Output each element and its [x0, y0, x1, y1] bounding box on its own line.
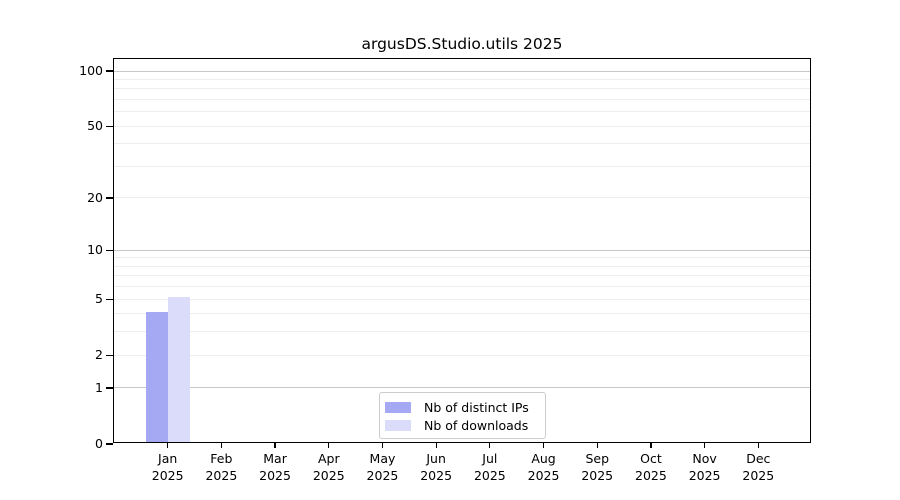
- legend-label-downloads: Nb of downloads: [424, 417, 529, 433]
- major-gridline: [114, 249, 810, 251]
- y-tick-label: 2: [95, 347, 103, 363]
- x-tick-label: Nov 2025: [670, 450, 740, 484]
- minor-gridline: [114, 275, 810, 277]
- y-tick-label: 20: [87, 189, 103, 205]
- x-tick-label: Jul 2025: [455, 450, 525, 484]
- x-tick-month: Nov: [692, 451, 717, 466]
- x-tick-mark: [542, 442, 545, 448]
- x-tick-month: Sep: [585, 451, 609, 466]
- plot-area: 0 1 2 5 10 20 50 100 Jan 2025 Feb 2025 Mar 2025 Apr 20…: [79, 58, 811, 483]
- minor-gridline: [114, 313, 810, 315]
- x-tick-month: Feb: [210, 451, 233, 466]
- x-tick-year: 2025: [688, 468, 721, 483]
- x-tick-month: May: [369, 451, 396, 466]
- x-tick-label: Sep 2025: [562, 450, 632, 484]
- minor-gridline: [114, 98, 810, 100]
- minor-gridline: [114, 78, 810, 80]
- x-tick-mark: [381, 442, 384, 448]
- legend-swatch-downloads: [385, 419, 411, 431]
- y-tick-label: 50: [87, 118, 103, 134]
- x-tick-mark: [489, 442, 491, 448]
- minor-gridline: [114, 165, 810, 167]
- x-tick-year: 2025: [581, 468, 614, 483]
- y-tick-label: 0: [95, 436, 103, 451]
- x-tick-month: Aug: [531, 451, 556, 466]
- x-tick-month: Mar: [263, 451, 287, 466]
- legend-swatch-distinct-ips: [385, 401, 411, 413]
- y-tick-mark: [105, 125, 113, 127]
- x-tick-mark: [596, 442, 598, 448]
- x-tick-year: 2025: [527, 468, 560, 483]
- y-tick-mark: [105, 70, 113, 72]
- x-tick-mark: [650, 442, 652, 448]
- x-tick-label: Oct 2025: [616, 450, 686, 484]
- minor-gridline: [114, 197, 810, 199]
- x-tick-label: Feb 2025: [186, 450, 256, 484]
- x-tick-mark: [435, 442, 437, 448]
- y-tick-label: 10: [87, 242, 103, 258]
- x-tick-label: Apr 2025: [294, 450, 364, 484]
- x-tick-mark: [703, 442, 706, 448]
- y-tick-label: 1: [95, 379, 103, 395]
- minor-gridline: [114, 88, 810, 90]
- x-tick-year: 2025: [151, 468, 184, 483]
- x-tick-label: May 2025: [347, 450, 417, 484]
- x-tick-mark: [220, 442, 223, 448]
- minor-gridline: [114, 331, 810, 333]
- x-tick-month: Oct: [640, 451, 662, 466]
- x-tick-mark: [274, 442, 276, 448]
- x-tick-month: Jun: [426, 451, 446, 466]
- y-tick-mark: [105, 354, 113, 356]
- y-tick-mark: [105, 443, 113, 445]
- legend-entry-downloads: Nb of downloads: [385, 416, 537, 434]
- x-tick-year: 2025: [366, 468, 399, 483]
- y-tick-label: 100: [79, 63, 103, 78]
- y-tick-mark: [105, 197, 113, 199]
- minor-gridline: [114, 286, 810, 288]
- x-tick-year: 2025: [635, 468, 667, 483]
- legend: Nb of distinct IPs Nb of downloads: [379, 392, 546, 439]
- bar-nb-of-downloads: [167, 297, 190, 442]
- x-tick-year: 2025: [420, 468, 453, 483]
- minor-gridline: [114, 125, 810, 127]
- legend-entry-distinct-ips: Nb of distinct IPs: [385, 398, 537, 416]
- x-tick-month: Dec: [746, 451, 771, 466]
- bar-nb-of-distinct-ips: [145, 311, 168, 442]
- minor-gridline: [114, 265, 810, 267]
- x-tick-month: Jul: [482, 451, 498, 466]
- chart-title: argusDS.Studio.utils 2025: [361, 35, 563, 53]
- x-tick-year: 2025: [473, 468, 506, 483]
- minor-gridline: [114, 143, 810, 145]
- minor-gridline: [114, 298, 810, 300]
- minor-gridline: [114, 257, 810, 259]
- x-tick-label: Jun 2025: [401, 450, 471, 484]
- x-tick-year: 2025: [742, 468, 775, 483]
- minor-gridline: [114, 354, 810, 356]
- x-tick-mark: [167, 442, 169, 448]
- major-gridline: [114, 70, 810, 72]
- x-tick-year: 2025: [312, 468, 345, 483]
- legend-label-distinct-ips: Nb of distinct IPs: [424, 399, 529, 415]
- x-tick-mark: [757, 442, 759, 448]
- y-tick-mark: [105, 387, 113, 389]
- x-tick-month: Jan: [158, 451, 178, 466]
- major-gridline: [114, 387, 810, 389]
- x-tick-year: 2025: [205, 468, 238, 483]
- y-tick-mark: [105, 298, 113, 300]
- minor-gridline: [114, 111, 810, 113]
- x-tick-year: 2025: [259, 468, 291, 483]
- x-tick-label: Aug 2025: [509, 450, 579, 484]
- x-tick-label: Mar 2025: [240, 450, 310, 484]
- x-tick-label: Dec 2025: [723, 450, 793, 484]
- y-tick-label: 5: [95, 291, 103, 307]
- x-tick-label: Jan 2025: [133, 450, 203, 484]
- y-tick-mark: [105, 249, 113, 251]
- x-tick-mark: [328, 442, 330, 448]
- x-tick-month: Apr: [317, 451, 340, 466]
